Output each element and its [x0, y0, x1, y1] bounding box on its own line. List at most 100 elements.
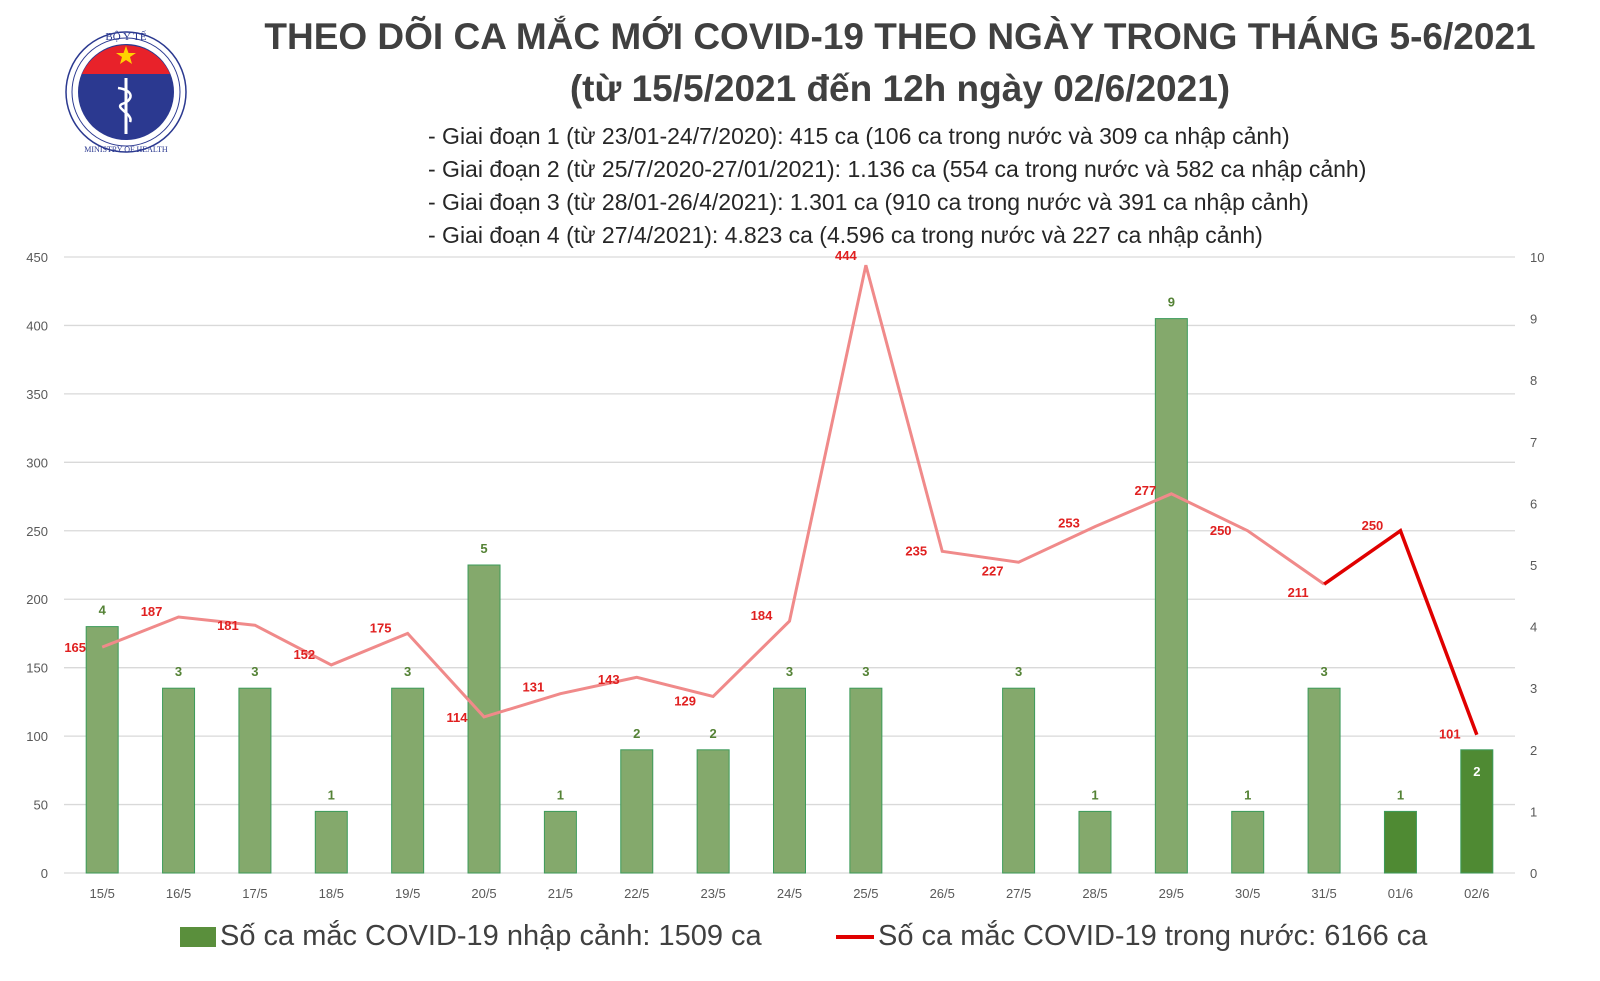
line-value-label: 101 [1439, 727, 1461, 742]
x-tick-label: 02/6 [1464, 886, 1489, 901]
bar-value-label: 3 [862, 664, 869, 679]
left-tick-label: 250 [26, 524, 48, 539]
bar [1383, 810, 1417, 874]
bar-value-label: 1 [1091, 787, 1098, 802]
note-stage-3: - Giai đoạn 3 (từ 28/01-26/4/2021): 1.30… [428, 189, 1309, 215]
x-tick-label: 19/5 [395, 886, 420, 901]
line-value-label: 253 [1058, 516, 1080, 531]
x-tick-label: 23/5 [700, 886, 725, 901]
line-series-earlier [101, 264, 1325, 719]
logo-text-bottom: MINISTRY OF HEALTH [84, 145, 168, 154]
line-value-label: 184 [751, 608, 773, 623]
line-series-recent [1323, 528, 1479, 736]
ministry-of-health-logo: BỘ Y TẾ MINISTRY OF HEALTH [65, 30, 187, 154]
right-tick-label: 6 [1530, 496, 1537, 511]
x-tick-label: 29/5 [1159, 886, 1184, 901]
x-tick-label: 22/5 [624, 886, 649, 901]
line-value-label: 444 [835, 248, 857, 263]
bar-value-label: 3 [1015, 664, 1022, 679]
right-tick-label: 2 [1530, 743, 1537, 758]
bar-value-label: 3 [786, 664, 793, 679]
bar [238, 687, 272, 874]
x-tick-label: 25/5 [853, 886, 878, 901]
x-tick-label: 20/5 [471, 886, 496, 901]
line-value-label: 250 [1362, 518, 1384, 533]
legend-line-swatch [836, 934, 874, 939]
chart-subtitle: (từ 15/5/2021 đến 12h ngày 02/6/2021) [569, 68, 1231, 109]
bar-value-label: 1 [1397, 787, 1404, 802]
line-value-label: 235 [905, 543, 927, 558]
bar [543, 810, 577, 874]
bar-value-label: 3 [1320, 664, 1327, 679]
bar-value-label: 3 [404, 664, 411, 679]
right-tick-label: 1 [1530, 804, 1537, 819]
bar [314, 810, 348, 874]
bar-value-label: 2 [710, 726, 717, 741]
note-stage-4: - Giai đoạn 4 (từ 27/4/2021): 4.823 ca (… [428, 222, 1263, 248]
bar [1231, 810, 1265, 874]
line-value-label: 143 [598, 672, 620, 687]
legend-bar: Số ca mắc COVID-19 nhập cảnh: 1509 ca [180, 920, 762, 953]
left-tick-label: 150 [26, 661, 48, 676]
right-tick-label: 4 [1530, 620, 1537, 635]
bar-value-label: 5 [480, 541, 487, 556]
bar-value-label: 1 [1244, 787, 1251, 802]
chart-title: THEO DÕI CA MẮC MỚI COVID-19 THEO NGÀY T… [264, 16, 1536, 57]
bar-value-label: 2 [633, 726, 640, 741]
x-tick-label: 18/5 [319, 886, 344, 901]
right-tick-label: 0 [1530, 866, 1537, 881]
x-tick-label: 16/5 [166, 886, 191, 901]
left-tick-label: 50 [34, 798, 48, 813]
bar-value-label: 2 [1473, 764, 1480, 779]
line-value-label: 131 [523, 680, 545, 695]
x-tick-label: 30/5 [1235, 886, 1260, 901]
x-tick-label: 15/5 [90, 886, 115, 901]
line-value-label: 152 [293, 647, 315, 662]
x-tick-label: 24/5 [777, 886, 802, 901]
x-tick-label: 26/5 [930, 886, 955, 901]
x-tick-label: 28/5 [1082, 886, 1107, 901]
stage-notes: - Giai đoạn 1 (từ 23/01-24/7/2020): 415 … [428, 120, 1366, 252]
bar [1154, 318, 1188, 874]
left-tick-label: 100 [26, 729, 48, 744]
legend-bar-label: Số ca mắc COVID-19 nhập cảnh: 1509 ca [220, 920, 762, 952]
bar [467, 564, 501, 874]
line-value-label: 227 [982, 563, 1004, 578]
legend-line: Số ca mắc COVID-19 trong nước: 6166 ca [836, 920, 1427, 953]
line-value-label: 114 [447, 710, 469, 725]
right-tick-label: 10 [1530, 250, 1544, 265]
line-value-label: 277 [1134, 483, 1156, 498]
bar-value-label: 9 [1168, 295, 1175, 310]
x-tick-label: 01/6 [1388, 886, 1413, 901]
left-tick-label: 450 [26, 250, 48, 265]
bar-value-label: 3 [175, 664, 182, 679]
bar [85, 626, 119, 874]
bar [391, 687, 425, 874]
bar-value-label: 4 [99, 603, 107, 618]
line-value-label: 211 [1288, 585, 1309, 600]
legend-bar-swatch [180, 926, 216, 947]
bar-value-label: 1 [557, 787, 564, 802]
note-stage-1: - Giai đoạn 1 (từ 23/01-24/7/2020): 415 … [428, 123, 1290, 149]
legend-line-label: Số ca mắc COVID-19 trong nước: 6166 ca [878, 920, 1428, 952]
right-tick-label: 7 [1530, 435, 1537, 450]
x-tick-label: 21/5 [548, 886, 573, 901]
left-tick-label: 0 [41, 866, 48, 881]
right-tick-label: 9 [1530, 312, 1537, 327]
line-value-label: 181 [217, 618, 239, 633]
bar [1078, 810, 1112, 874]
x-tick-label: 17/5 [242, 886, 267, 901]
right-tick-label: 3 [1530, 681, 1537, 696]
bar [849, 687, 883, 874]
bar [162, 687, 196, 874]
x-tick-label: 27/5 [1006, 886, 1031, 901]
right-tick-label: 8 [1530, 373, 1537, 388]
bar [1002, 687, 1036, 874]
left-tick-label: 200 [26, 592, 48, 607]
left-tick-label: 400 [26, 318, 48, 333]
line-value-label: 187 [141, 604, 163, 619]
line-value-label: 165 [64, 640, 86, 655]
left-tick-label: 350 [26, 387, 48, 402]
